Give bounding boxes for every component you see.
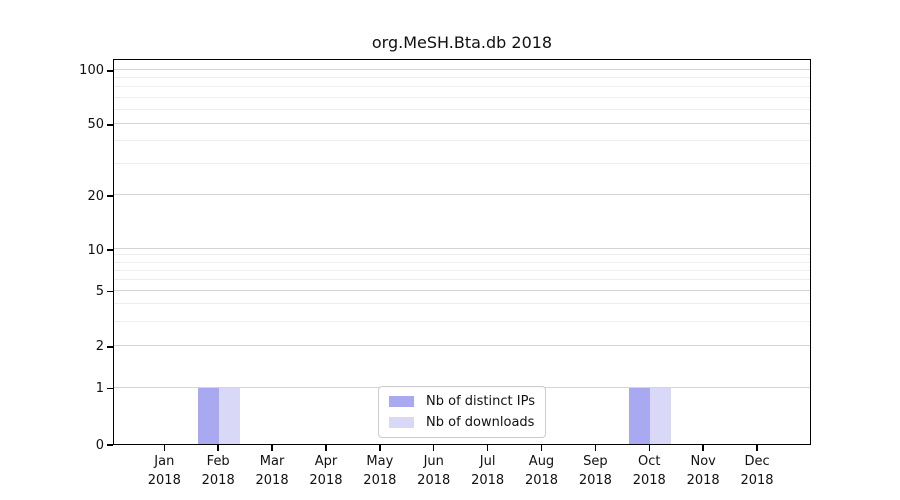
x-tick [756,445,758,451]
y-tick-label: 0 [95,437,104,453]
gridline-minor [114,303,810,305]
gridline-minor [114,278,810,280]
chart-title: org.MeSH.Bta.db 2018 [371,33,553,52]
gridline-major [114,122,810,124]
gridline-minor [114,77,810,79]
x-tick-label: Nov 2018 [686,454,720,488]
y-tick-label: 50 [87,117,104,133]
bar-downloads [650,387,672,444]
y-tick [107,387,113,390]
x-tick-label: Jul 2018 [471,454,505,488]
x-tick-label: Jun 2018 [417,454,451,488]
gridline-major [114,248,810,250]
gridline-minor [114,254,810,256]
bar-distinct-ips [629,387,651,444]
x-tick [325,445,327,451]
x-tick-label: Aug 2018 [524,454,559,488]
y-tick [107,70,113,72]
x-tick [163,445,165,451]
x-tick [217,445,219,451]
x-tick [594,445,597,451]
y-tick [107,124,113,126]
legend-entry-downloads: Nb of downloads [389,415,535,430]
y-tick-label: 1 [95,381,104,397]
x-tick [540,445,543,451]
gridline-minor [114,108,810,110]
gridline-minor [114,269,810,271]
y-tick-label: 5 [95,284,104,300]
x-tick-label: Feb 2018 [201,454,235,488]
gridline-minor [114,140,810,142]
x-tick [379,445,381,451]
gridline-minor [114,162,810,164]
legend: Nb of distinct IPs Nb of downloads [378,386,546,438]
y-tick [107,346,113,348]
legend-swatch-distinct-ips [389,396,415,407]
bar-downloads [219,387,241,444]
x-tick [433,445,435,451]
gridline-major [114,194,810,196]
legend-entry-distinct-ips: Nb of distinct IPs [389,394,535,409]
gridline-major [114,68,810,70]
plot-area: Nb of distinct IPs Nb of downloads [113,59,811,445]
gridline-major [114,289,810,291]
x-tick-label: Dec 2018 [740,454,774,488]
y-tick-label: 2 [95,339,104,355]
x-tick-label: May 2018 [363,454,397,488]
x-tick-label: Mar 2018 [255,454,289,488]
y-tick [107,444,113,446]
x-tick-label: Oct 2018 [632,454,666,488]
x-tick [648,445,650,451]
y-tick-label: 20 [87,188,104,204]
y-tick-label: 10 [87,242,104,258]
x-tick-label: Jan 2018 [147,454,181,488]
y-tick-label: 100 [79,63,104,79]
gridline-minor [114,320,810,322]
x-tick [271,445,273,451]
legend-swatch-downloads [389,417,415,428]
y-tick [107,195,113,197]
legend-label-distinct-ips: Nb of distinct IPs [426,394,535,409]
gridline-minor [114,96,810,98]
gridline-major [114,344,810,346]
y-tick [107,249,113,251]
gridline-minor [114,86,810,88]
x-tick-label: Apr 2018 [309,454,343,488]
x-tick [702,445,704,451]
bar-distinct-ips [198,387,220,444]
x-tick-label: Sep 2018 [578,454,612,488]
y-tick [107,291,113,293]
gridline-minor [114,261,810,263]
x-tick [486,445,489,451]
legend-label-downloads: Nb of downloads [426,415,535,430]
